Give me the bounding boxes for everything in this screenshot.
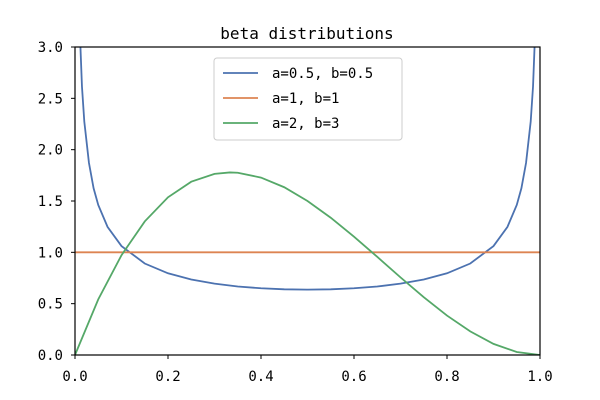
x-tick-label: 0.8 (434, 369, 459, 385)
series-line-2 (75, 171, 540, 355)
legend-label: a=1, b=1 (272, 91, 339, 107)
x-tick-label: 1.0 (527, 369, 552, 385)
legend-box (213, 57, 403, 141)
y-axis: 0.0 0.5 1.0 1.5 2.0 2.5 3.0 (38, 40, 75, 364)
y-tick-label: 2.0 (38, 143, 63, 159)
legend-label: a=2, b=3 (272, 116, 339, 132)
plot-area (75, 47, 540, 355)
x-tick-label: 0.6 (341, 369, 366, 385)
y-tick-label: 1.5 (38, 194, 63, 210)
y-tick-label: 3.0 (38, 40, 63, 56)
legend-label: a=0.5, b=0.5 (272, 66, 373, 82)
y-tick-label: 0.5 (38, 297, 63, 313)
chart-title: beta distributions (220, 24, 393, 43)
legend: a=0.5, b=0.5 a=1, b=1 a=2, b=3 (213, 57, 403, 141)
x-tick-label: 0.0 (62, 369, 87, 385)
x-tick-label: 0.2 (155, 369, 180, 385)
y-tick-label: 2.5 (38, 91, 63, 107)
x-axis: 0.0 0.2 0.4 0.6 0.8 1.0 (62, 355, 553, 385)
series-line-0 (79, 47, 536, 291)
y-tick-label: 1.0 (38, 245, 63, 261)
y-tick-label: 0.0 (38, 348, 63, 364)
x-tick-label: 0.4 (248, 369, 273, 385)
